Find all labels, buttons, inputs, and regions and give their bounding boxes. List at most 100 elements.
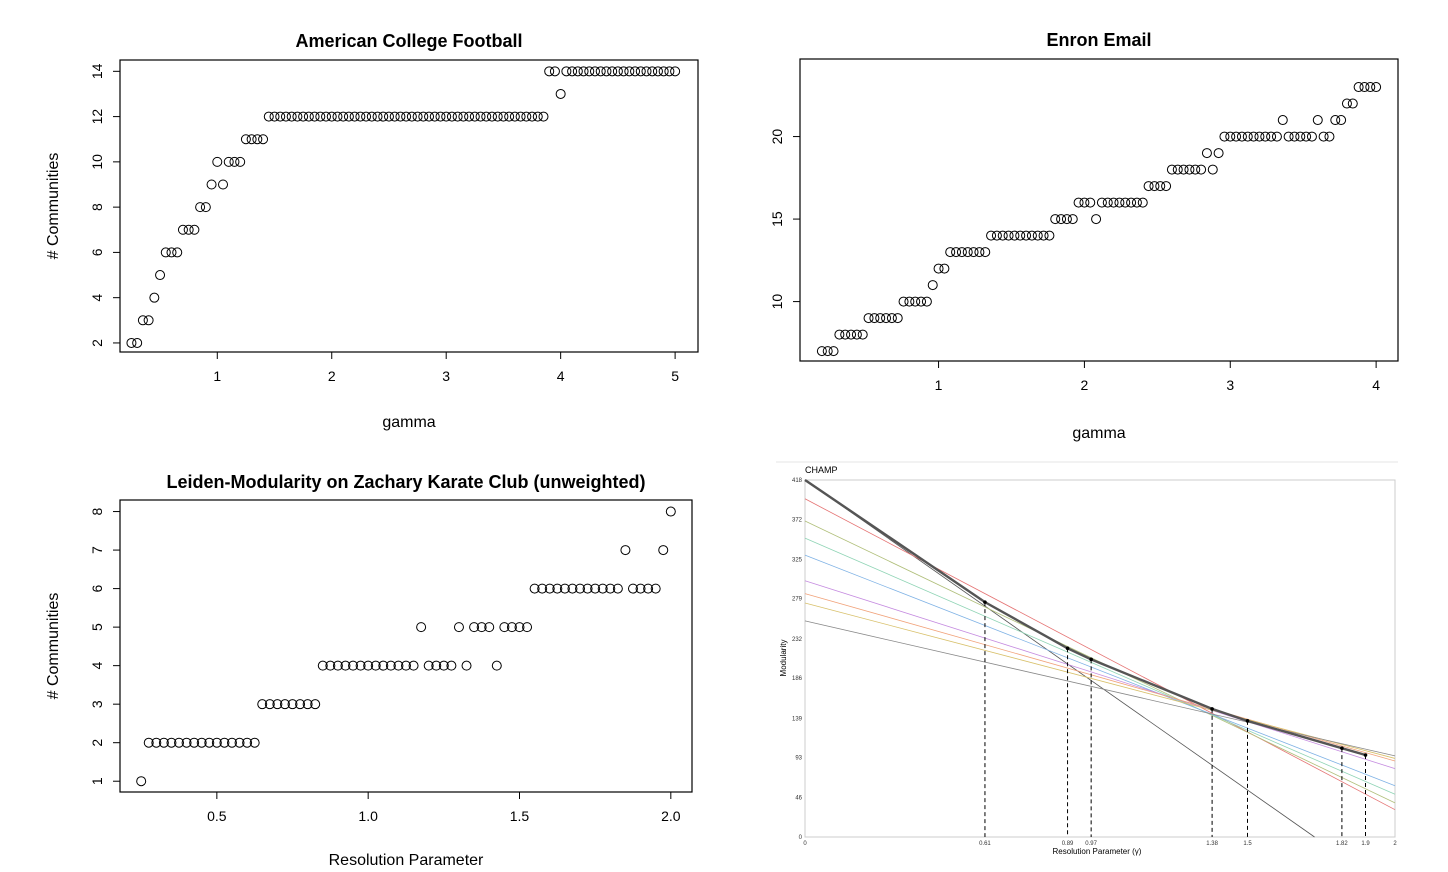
data-point <box>1172 164 1183 175</box>
y-tick-label: 46 <box>795 796 802 802</box>
y-tick-label: 139 <box>792 716 803 722</box>
data-point <box>166 737 177 748</box>
x-tick-label: 3 <box>1226 377 1234 393</box>
breakpoint-point <box>1363 753 1368 757</box>
data-point <box>635 583 646 594</box>
data-point <box>309 111 320 122</box>
data-point <box>1306 131 1317 142</box>
data-point <box>509 111 520 122</box>
breakpoint-point <box>1210 707 1214 711</box>
data-point <box>1289 131 1300 142</box>
data-point <box>1114 197 1125 208</box>
data-point <box>355 111 366 122</box>
y-tick-label: 0 <box>799 835 803 841</box>
data-point <box>149 292 160 303</box>
y-tick-label: 6 <box>89 248 105 256</box>
data-point <box>527 111 538 122</box>
data-point <box>904 296 915 307</box>
y-tick-label: 279 <box>792 597 803 603</box>
x-tick-label: 0.61 <box>979 841 991 847</box>
data-point <box>1131 197 1142 208</box>
data-point <box>272 699 283 710</box>
data-point <box>177 224 188 235</box>
data-point <box>1056 214 1067 225</box>
data-point <box>980 247 991 258</box>
data-point <box>183 224 194 235</box>
data-point <box>1108 197 1119 208</box>
data-point <box>383 111 394 122</box>
x-tick-label: 1.38 <box>1206 841 1218 847</box>
data-point <box>393 660 404 671</box>
data-point <box>429 111 440 122</box>
data-point <box>886 313 897 324</box>
data-point <box>1161 181 1172 192</box>
data-point <box>1120 197 1131 208</box>
x-tick-label: 1 <box>935 377 943 393</box>
data-point <box>544 583 555 594</box>
data-point <box>1213 148 1224 159</box>
data-point <box>1044 230 1055 241</box>
x-tick-label: 2.0 <box>661 808 681 824</box>
data-point <box>132 337 143 348</box>
y-axis-label: # Communities <box>45 153 62 260</box>
data-point <box>338 111 349 122</box>
data-point <box>160 247 171 258</box>
data-point <box>126 337 137 348</box>
data-point <box>514 622 525 633</box>
breakpoint-point <box>1245 719 1250 723</box>
data-point <box>1102 197 1113 208</box>
data-point <box>1336 115 1347 126</box>
data-point <box>627 583 638 594</box>
data-point <box>458 111 469 122</box>
data-point <box>1021 230 1032 241</box>
data-point <box>226 737 237 748</box>
data-point <box>1231 131 1242 142</box>
data-point <box>401 111 412 122</box>
x-tick-label: 0.5 <box>207 808 227 824</box>
data-point <box>452 111 463 122</box>
data-point <box>158 737 169 748</box>
data-point <box>155 270 166 281</box>
data-point <box>1067 214 1078 225</box>
y-tick-label: 10 <box>89 154 105 170</box>
champ-chart: CHAMP 0 46 93 139 186 232 279 325 372 418 0 0.61 0.89… <box>776 461 1398 856</box>
data-point <box>431 660 442 671</box>
data-point <box>869 313 880 324</box>
breakpoint-point <box>1340 746 1344 750</box>
data-point <box>881 313 892 324</box>
data-point <box>292 111 303 122</box>
data-point <box>506 622 517 633</box>
data-point <box>584 66 595 77</box>
data-point <box>1242 131 1253 142</box>
data-point <box>986 230 997 241</box>
data-point <box>1371 82 1382 93</box>
data-point <box>647 66 658 77</box>
partition-line <box>804 620 1396 757</box>
breakpoint-point <box>1089 657 1093 662</box>
y-tick-label: 232 <box>792 637 803 643</box>
data-point <box>269 111 280 122</box>
x-tick-label: 3 <box>442 368 450 384</box>
y-tick-label: 325 <box>792 557 803 563</box>
data-point <box>1061 214 1072 225</box>
data-point <box>279 699 290 710</box>
data-point <box>423 660 434 671</box>
x-axis-label: gamma <box>382 414 435 431</box>
x-tick-label: 1.0 <box>358 808 378 824</box>
data-point <box>491 660 502 671</box>
data-point <box>537 583 548 594</box>
data-point <box>1032 230 1043 241</box>
data-point <box>219 737 230 748</box>
partition-line <box>804 602 1396 759</box>
data-point <box>1026 230 1037 241</box>
y-tick-label: 12 <box>89 109 105 125</box>
data-point <box>143 315 154 326</box>
y-tick-label: 2 <box>89 739 105 747</box>
data-point <box>189 737 200 748</box>
data-point <box>317 660 328 671</box>
data-point <box>136 776 147 787</box>
data-point <box>828 346 839 357</box>
data-point <box>172 247 183 258</box>
y-tick-label: 4 <box>89 294 105 302</box>
